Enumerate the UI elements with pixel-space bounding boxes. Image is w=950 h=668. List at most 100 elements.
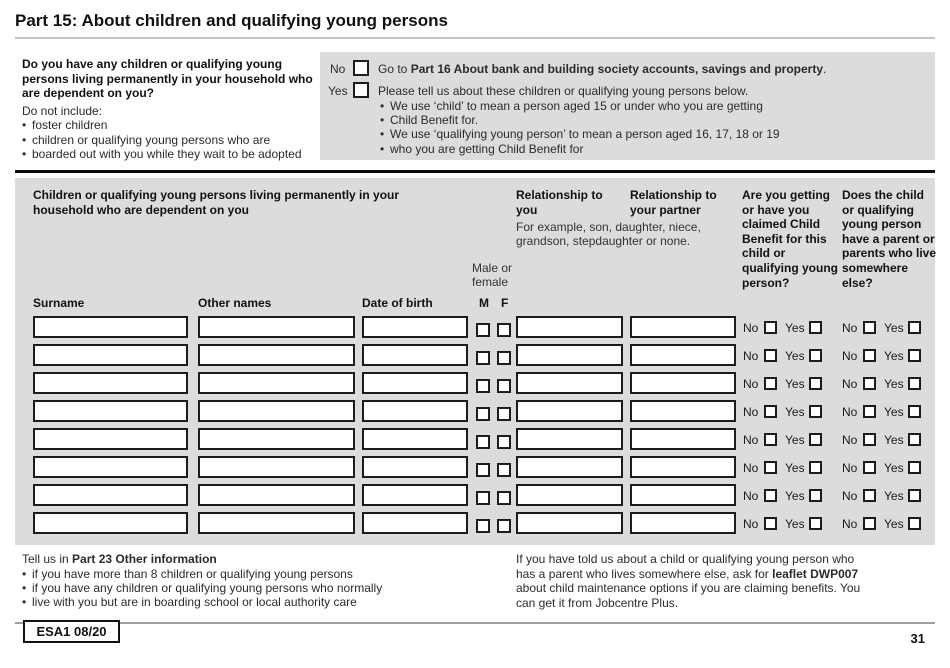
column-header-f: F [501,296,509,310]
female-checkbox[interactable] [497,407,511,421]
male-checkbox[interactable] [476,463,490,477]
male-checkbox[interactable] [476,379,490,393]
no-checkbox[interactable] [353,60,369,76]
other-names-input[interactable] [198,512,355,534]
surname-input[interactable] [33,344,188,366]
surname-input[interactable] [33,484,188,506]
parent-elsewhere-no-checkbox[interactable] [863,349,876,362]
female-checkbox[interactable] [497,323,511,337]
parent-elsewhere-yes-checkbox[interactable] [908,349,921,362]
relationship-to-you-input[interactable] [516,400,623,422]
parent-elsewhere-yes-checkbox[interactable] [908,461,921,474]
child-benefit-no-checkbox[interactable] [764,517,777,530]
date-of-birth-input[interactable] [362,512,468,534]
relationship-to-partner-input[interactable] [630,400,736,422]
other-names-input[interactable] [198,428,355,450]
surname-input[interactable] [33,456,188,478]
parent-elsewhere-no-checkbox[interactable] [863,517,876,530]
male-checkbox[interactable] [476,519,490,533]
parent-elsewhere-yes-checkbox[interactable] [908,321,921,334]
other-names-input[interactable] [198,484,355,506]
relationship-to-partner-input[interactable] [630,372,736,394]
parent-elsewhere-no-checkbox[interactable] [863,405,876,418]
other-names-input[interactable] [198,316,355,338]
male-checkbox[interactable] [476,491,490,505]
relationship-to-you-input[interactable] [516,372,623,394]
parent-elsewhere-no-checkbox[interactable] [863,433,876,446]
child-benefit-yes-checkbox[interactable] [809,517,822,530]
surname-input[interactable] [33,400,188,422]
title-divider [15,37,935,39]
yes-checkbox[interactable] [353,82,369,98]
relationship-to-partner-input[interactable] [630,316,736,338]
child-benefit-yes-checkbox[interactable] [809,349,822,362]
parent-elsewhere-yes-checkbox[interactable] [908,405,921,418]
child-benefit-yes-checkbox[interactable] [809,321,822,334]
relationship-to-partner-input[interactable] [630,344,736,366]
relationship-to-partner-input[interactable] [630,456,736,478]
parent-elsewhere-no-checkbox[interactable] [863,321,876,334]
parent-elsewhere-yes-label: Yes [884,349,904,363]
date-of-birth-input[interactable] [362,400,468,422]
other-names-input[interactable] [198,372,355,394]
bullet-icon: • [380,127,385,142]
relationship-to-partner-input[interactable] [630,484,736,506]
child-benefit-no-checkbox[interactable] [764,321,777,334]
child-benefit-yes-checkbox[interactable] [809,461,822,474]
female-checkbox[interactable] [497,519,511,533]
child-benefit-no-checkbox[interactable] [764,405,777,418]
child-benefit-yes-checkbox[interactable] [809,489,822,502]
parent-elsewhere-no-checkbox[interactable] [863,377,876,390]
relationship-to-you-input[interactable] [516,428,623,450]
male-checkbox[interactable] [476,351,490,365]
parent-elsewhere-yes-checkbox[interactable] [908,489,921,502]
other-names-input[interactable] [198,456,355,478]
date-of-birth-input[interactable] [362,428,468,450]
column-header-relationship-to-you: Relationship to you [516,188,603,217]
female-checkbox[interactable] [497,463,511,477]
female-checkbox[interactable] [497,435,511,449]
surname-input[interactable] [33,512,188,534]
relationship-to-partner-input[interactable] [630,428,736,450]
child-benefit-yes-label: Yes [785,461,805,475]
male-checkbox[interactable] [476,435,490,449]
date-of-birth-input[interactable] [362,316,468,338]
parent-elsewhere-yes-checkbox[interactable] [908,433,921,446]
date-of-birth-input[interactable] [362,456,468,478]
parent-elsewhere-no-checkbox[interactable] [863,489,876,502]
parent-elsewhere-no-checkbox[interactable] [863,461,876,474]
table-row: No Yes No Yes [15,316,935,344]
date-of-birth-input[interactable] [362,344,468,366]
date-of-birth-input[interactable] [362,484,468,506]
male-checkbox[interactable] [476,407,490,421]
child-benefit-yes-checkbox[interactable] [809,377,822,390]
female-checkbox[interactable] [497,351,511,365]
parent-elsewhere-yes-checkbox[interactable] [908,377,921,390]
child-benefit-yes-checkbox[interactable] [809,433,822,446]
child-benefit-no-label: No [743,377,759,391]
child-benefit-yes-checkbox[interactable] [809,405,822,418]
female-checkbox[interactable] [497,491,511,505]
other-names-input[interactable] [198,400,355,422]
relationship-to-you-input[interactable] [516,344,623,366]
female-checkbox[interactable] [497,379,511,393]
relationship-to-you-input[interactable] [516,316,623,338]
child-benefit-no-checkbox[interactable] [764,461,777,474]
surname-input[interactable] [33,372,188,394]
other-names-input[interactable] [198,344,355,366]
parent-elsewhere-yes-checkbox[interactable] [908,517,921,530]
surname-input[interactable] [33,316,188,338]
date-of-birth-input[interactable] [362,372,468,394]
table-row: No Yes No Yes [15,428,935,456]
relationship-to-partner-input[interactable] [630,512,736,534]
relationship-to-you-input[interactable] [516,512,623,534]
child-benefit-yes-label: Yes [785,405,805,419]
child-benefit-no-checkbox[interactable] [764,433,777,446]
child-benefit-no-checkbox[interactable] [764,489,777,502]
child-benefit-no-checkbox[interactable] [764,349,777,362]
child-benefit-no-checkbox[interactable] [764,377,777,390]
relationship-to-you-input[interactable] [516,456,623,478]
relationship-to-you-input[interactable] [516,484,623,506]
male-checkbox[interactable] [476,323,490,337]
surname-input[interactable] [33,428,188,450]
